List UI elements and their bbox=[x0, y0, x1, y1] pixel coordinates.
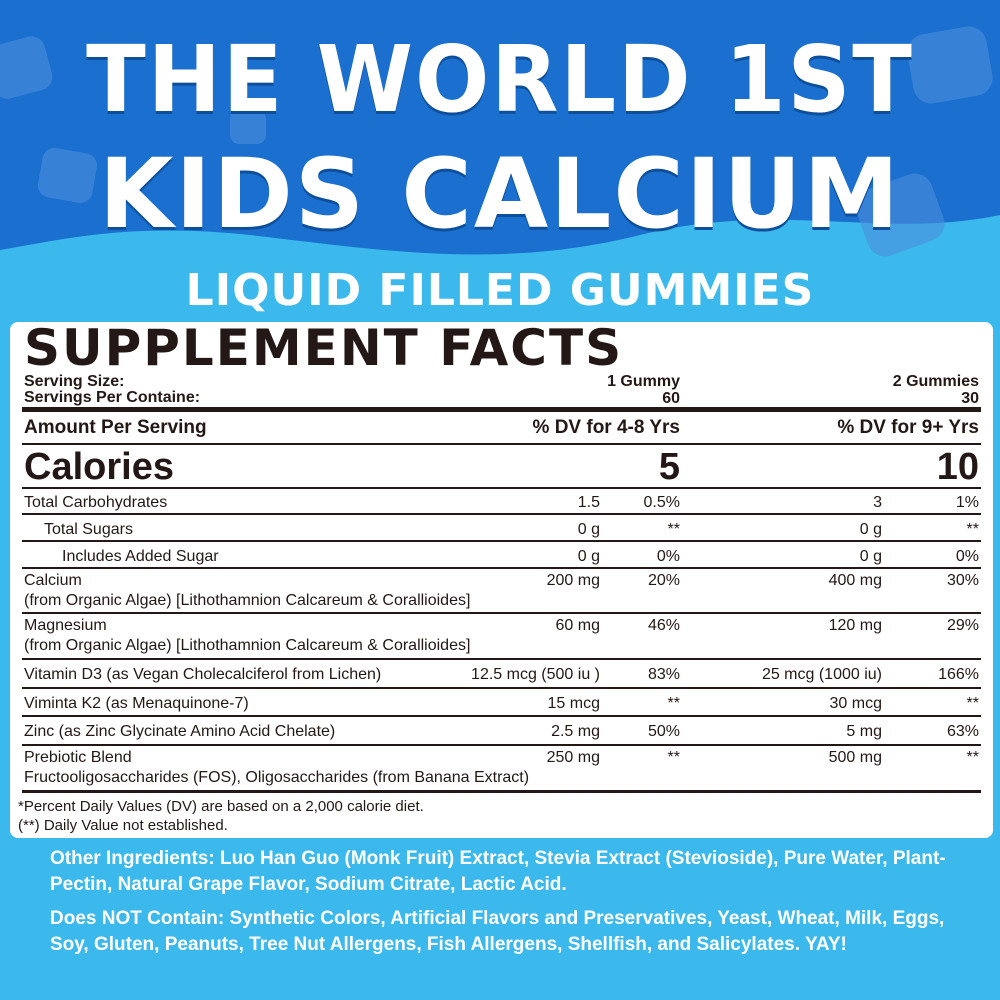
amount-4-8: 60 mg bbox=[555, 617, 600, 634]
amount-4-8: 2.5 mg bbox=[551, 723, 600, 740]
ingredients-section: Other Ingredients: Luo Han Guo (Monk Fru… bbox=[50, 846, 970, 966]
headline-line-2: KIDS CALCIUM bbox=[99, 138, 901, 250]
nutrient-row: Magnesium (from Organic Algae) [Lithotham… bbox=[22, 616, 981, 660]
amount-4-8: 200 mg bbox=[546, 572, 600, 589]
dv-9-plus: 1% bbox=[955, 494, 979, 511]
servings-1: 60 bbox=[662, 390, 680, 407]
footnote-not-established: (**) Daily Value not established. bbox=[18, 817, 228, 834]
nutrient-name: Prebiotic Blend bbox=[24, 749, 132, 766]
dv2-label: % DV for 9+ Yrs bbox=[837, 417, 979, 438]
dv-9-plus: ** bbox=[966, 695, 979, 712]
dv-4-8: 0% bbox=[656, 548, 680, 565]
serving-row: Serving Size: Servings Per Containe: 1 G… bbox=[22, 372, 981, 412]
dv1-label: % DV for 4-8 Yrs bbox=[532, 417, 680, 438]
nutrient-name: Magnesium bbox=[24, 617, 107, 634]
nutrient-name: Vitamin D3 (as Vegan Cholecalciferol fro… bbox=[24, 666, 382, 683]
nutrient-source: (from Organic Algae) [Lithothamnion Calc… bbox=[24, 592, 471, 609]
nutrient-source: (from Organic Algae) [Lithothamnion Calc… bbox=[24, 637, 471, 654]
dv-4-8: 50% bbox=[647, 723, 680, 740]
nutrient-row: Total Sugars 0 g ** 0 g ** bbox=[22, 517, 981, 542]
dv-9-plus: ** bbox=[966, 521, 979, 538]
amount-4-8: 15 mcg bbox=[547, 695, 600, 712]
dv-9-plus: ** bbox=[966, 749, 979, 766]
amount-9-plus: 0 g bbox=[859, 548, 882, 565]
dv-4-8: 83% bbox=[647, 666, 680, 683]
nutrient-row: Prebiotic Blend Fructooligosaccharides (F… bbox=[22, 748, 981, 790]
nutrient-name: Total Carbohydrates bbox=[24, 494, 168, 511]
nutrient-row: Total Carbohydrates 1.5 0.5% 3 1% bbox=[22, 490, 981, 515]
nutrient-row: Zinc (as Zinc Glycinate Amino Acid Chela… bbox=[22, 719, 981, 746]
dv-9-plus: 30% bbox=[946, 572, 979, 589]
amount-9-plus: 30 mcg bbox=[829, 695, 882, 712]
serving-size-2: 2 Gummies bbox=[892, 373, 979, 390]
nutrient-name: Viminta K2 (as Menaquinone-7) bbox=[24, 695, 249, 712]
dv-4-8: ** bbox=[667, 749, 680, 766]
dv-4-8: ** bbox=[667, 695, 680, 712]
supplement-facts-panel: SUPPLEMENT FACTS Serving Size: Servings … bbox=[10, 322, 993, 838]
nutrient-row: Vitamin D3 (as Vegan Cholecalciferol fro… bbox=[22, 662, 981, 689]
dv-4-8: 0.5% bbox=[643, 494, 680, 511]
calories-2: 10 bbox=[936, 446, 979, 488]
header-background bbox=[0, 0, 1000, 257]
calories-row: Calories 5 10 bbox=[22, 447, 981, 489]
dv-4-8: ** bbox=[667, 521, 680, 538]
amount-9-plus: 0 g bbox=[859, 521, 882, 538]
amount-label: Amount Per Serving bbox=[24, 417, 207, 438]
dv-9-plus: 166% bbox=[938, 666, 979, 683]
amount-9-plus: 120 mg bbox=[828, 617, 882, 634]
amount-4-8: 0 g bbox=[577, 548, 600, 565]
other-ingredients: Other Ingredients: Luo Han Guo (Monk Fru… bbox=[50, 848, 946, 895]
does-not-contain: Does NOT Contain: Synthetic Colors, Arti… bbox=[50, 908, 945, 955]
amount-4-8: 1.5 bbox=[577, 494, 600, 511]
amount-4-8: 12.5 mcg (500 iu ) bbox=[471, 666, 600, 683]
dv-9-plus: 29% bbox=[946, 617, 979, 634]
footnote-dv: *Percent Daily Values (DV) are based on … bbox=[18, 798, 424, 815]
nutrient-source: Fructooligosaccharides (FOS), Oligosacch… bbox=[24, 769, 530, 786]
amount-9-plus: 500 mg bbox=[828, 749, 882, 766]
amount-9-plus: 400 mg bbox=[828, 572, 882, 589]
dv-9-plus: 63% bbox=[946, 723, 979, 740]
nutrient-name: Calcium bbox=[24, 572, 82, 589]
servings-label: Servings Per Containe: bbox=[24, 389, 201, 406]
calories-label: Calories bbox=[24, 446, 174, 488]
amount-4-8: 0 g bbox=[577, 521, 600, 538]
facts-title: SUPPLEMENT FACTS bbox=[24, 319, 624, 377]
amount-9-plus: 3 bbox=[873, 494, 882, 511]
nutrient-row: Includes Added Sugar 0 g 0% 0 g 0% bbox=[22, 544, 981, 569]
nutrient-name: Zinc (as Zinc Glycinate Amino Acid Chela… bbox=[24, 723, 336, 740]
headline-line-1: THE WORLD 1ST bbox=[86, 26, 914, 133]
gummy-decorations bbox=[0, 26, 993, 257]
amount-header-row: Amount Per Serving % DV for 4-8 Yrs % DV… bbox=[22, 413, 981, 445]
dv-9-plus: 0% bbox=[955, 548, 979, 565]
servings-2: 30 bbox=[961, 390, 979, 407]
amount-9-plus: 5 mg bbox=[846, 723, 882, 740]
nutrient-name: Includes Added Sugar bbox=[62, 548, 219, 565]
dv-4-8: 20% bbox=[647, 572, 680, 589]
serving-size-label: Serving Size: bbox=[24, 373, 125, 390]
amount-9-plus: 25 mcg (1000 iu) bbox=[761, 666, 882, 683]
nutrient-row: Calcium (from Organic Algae) [Lithothamni… bbox=[22, 571, 981, 614]
serving-size-1: 1 Gummy bbox=[607, 373, 680, 390]
calories-1: 5 bbox=[658, 446, 680, 488]
dv-4-8: 46% bbox=[647, 617, 680, 634]
headline-line-3: LIQUID FILLED GUMMIES bbox=[185, 265, 815, 316]
bottom-divider bbox=[22, 790, 981, 793]
nutrient-row: Viminta K2 (as Menaquinone-7) 15 mcg ** 30 … bbox=[22, 691, 981, 717]
amount-4-8: 250 mg bbox=[546, 749, 600, 766]
nutrient-name: Total Sugars bbox=[44, 521, 133, 538]
